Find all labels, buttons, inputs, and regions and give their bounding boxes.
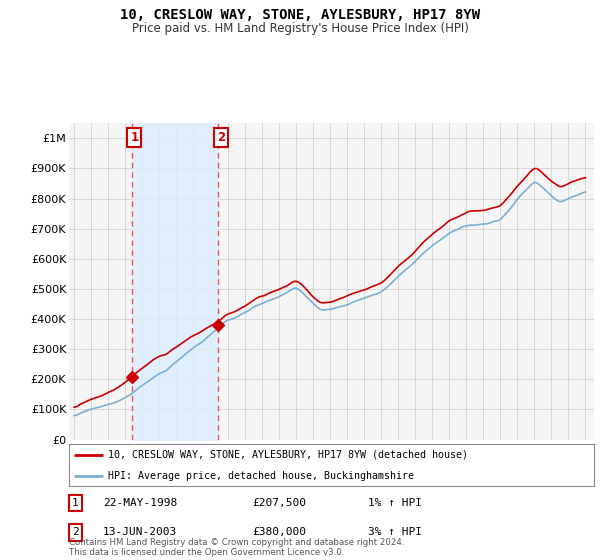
Text: 1: 1 (72, 498, 79, 508)
Text: Price paid vs. HM Land Registry's House Price Index (HPI): Price paid vs. HM Land Registry's House … (131, 22, 469, 35)
Text: 3% ↑ HPI: 3% ↑ HPI (368, 528, 422, 538)
Text: 10, CRESLOW WAY, STONE, AYLESBURY, HP17 8YW: 10, CRESLOW WAY, STONE, AYLESBURY, HP17 … (120, 8, 480, 22)
Text: Contains HM Land Registry data © Crown copyright and database right 2024.
This d: Contains HM Land Registry data © Crown c… (69, 538, 404, 557)
Text: £207,500: £207,500 (253, 498, 307, 508)
Text: 2: 2 (217, 131, 225, 144)
Text: 22-MAY-1998: 22-MAY-1998 (103, 498, 178, 508)
Text: HPI: Average price, detached house, Buckinghamshire: HPI: Average price, detached house, Buck… (109, 470, 415, 480)
Text: £380,000: £380,000 (253, 528, 307, 538)
Text: 2: 2 (72, 528, 79, 538)
Text: 10, CRESLOW WAY, STONE, AYLESBURY, HP17 8YW (detached house): 10, CRESLOW WAY, STONE, AYLESBURY, HP17 … (109, 450, 469, 460)
Text: 1% ↑ HPI: 1% ↑ HPI (368, 498, 422, 508)
Text: 1: 1 (130, 131, 139, 144)
Text: 13-JUN-2003: 13-JUN-2003 (103, 528, 178, 538)
